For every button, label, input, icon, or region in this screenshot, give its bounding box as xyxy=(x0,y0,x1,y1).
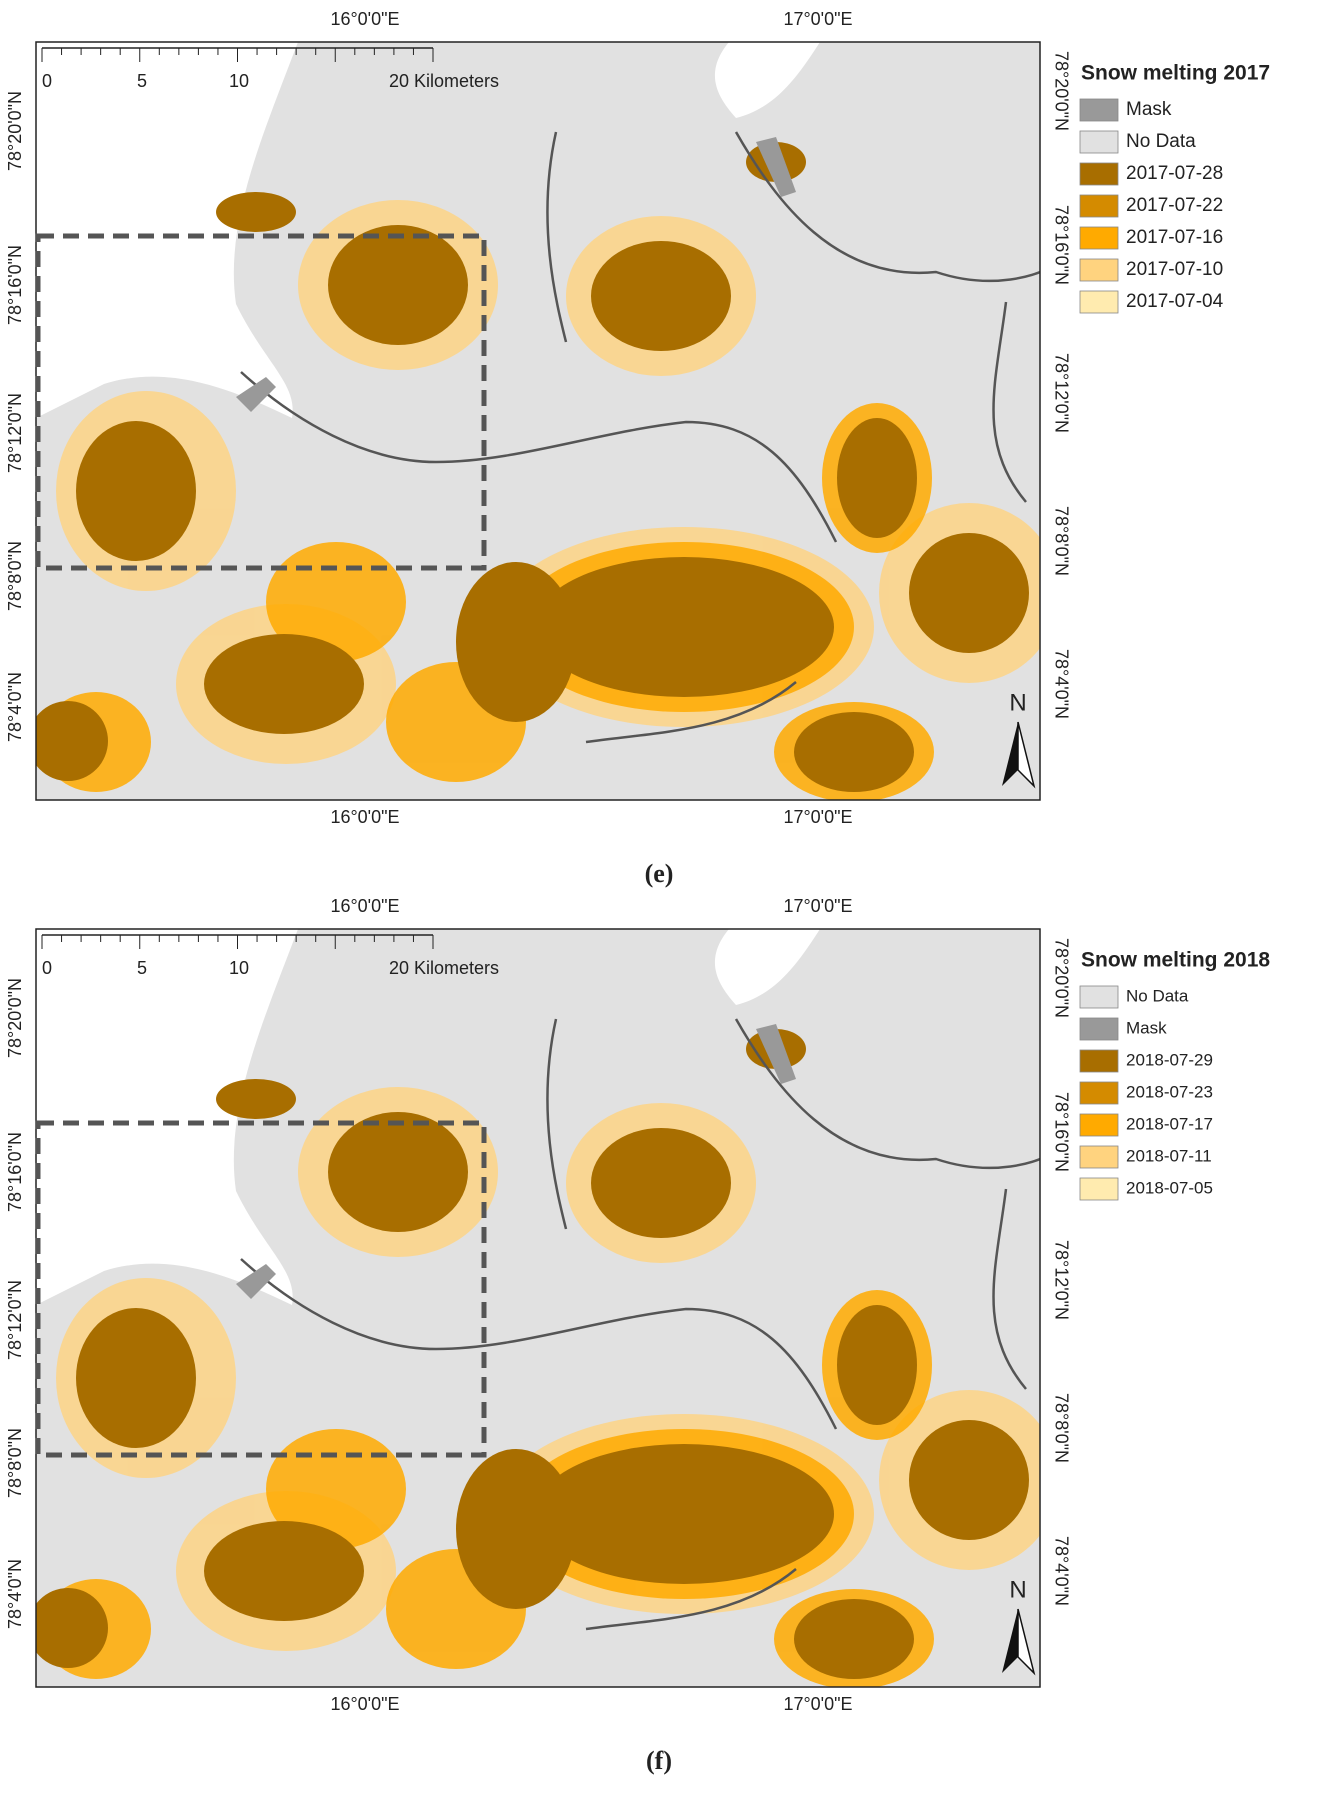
scale-label: 10 xyxy=(229,71,249,91)
latitude-label: 78°12'0"N xyxy=(5,1280,25,1360)
legend-label: 2018-07-17 xyxy=(1126,1114,1213,1133)
longitude-label: 17°0'0"E xyxy=(783,807,852,827)
legend-swatch xyxy=(1079,226,1119,250)
latitude-label: 78°8'0"N xyxy=(1051,1393,1071,1463)
scale-label: 0 xyxy=(42,71,52,91)
scale-label: 20 Kilometers xyxy=(389,71,499,91)
latitude-label: 78°12'0"N xyxy=(5,393,25,473)
north-arrow xyxy=(1002,722,1018,786)
legend-label: 2017-07-28 xyxy=(1126,163,1223,184)
legend-swatch xyxy=(1079,1177,1119,1201)
map-panel: 16°0'0"E 17°0'0"E 16°0'0"E 17°0'0"E 78°20'0"… xyxy=(5,9,1270,888)
legend-label: Mask xyxy=(1126,99,1172,120)
study-area-box xyxy=(35,1120,487,1458)
north-label: N xyxy=(1009,1576,1026,1603)
legend-swatch xyxy=(1079,98,1119,122)
scale-label: 5 xyxy=(137,71,147,91)
longitude-label: 16°0'0"E xyxy=(330,1694,399,1714)
map-panel: 16°0'0"E 17°0'0"E 16°0'0"E 17°0'0"E 78°20'0"… xyxy=(5,896,1271,1775)
legend-label: 2017-07-04 xyxy=(1126,291,1224,312)
legend-label: 2018-07-23 xyxy=(1126,1082,1213,1101)
legend-swatch xyxy=(1079,290,1119,314)
latitude-label: 78°16'0"N xyxy=(5,245,25,325)
legend-label: No Data xyxy=(1126,986,1189,1005)
latitude-label: 78°12'0"N xyxy=(1051,353,1071,433)
scale-label: 0 xyxy=(42,958,52,978)
legend-title: Snow melting 2018 xyxy=(1081,949,1270,972)
legend-label: 2017-07-10 xyxy=(1126,259,1223,280)
legend-label: No Data xyxy=(1126,131,1196,152)
legend-label: 2017-07-16 xyxy=(1126,227,1223,248)
latitude-label: 78°20'0"N xyxy=(1051,938,1071,1018)
latitude-label: 78°8'0"N xyxy=(1051,506,1071,576)
latitude-label: 78°4'0"N xyxy=(1051,649,1071,719)
longitude-label: 17°0'0"E xyxy=(783,896,852,916)
legend-swatch xyxy=(1079,985,1119,1009)
legend-label: 2018-07-29 xyxy=(1126,1050,1213,1069)
map-frame xyxy=(35,41,1041,801)
latitude-label: 78°16'0"N xyxy=(1051,205,1071,285)
longitude-label: 16°0'0"E xyxy=(330,896,399,916)
latitude-label: 78°8'0"N xyxy=(5,1428,25,1498)
north-arrow xyxy=(1017,1608,1036,1676)
legend-title: Snow melting 2017 xyxy=(1081,62,1270,85)
latitude-label: 78°4'0"N xyxy=(5,672,25,742)
legend-swatch xyxy=(1079,1017,1119,1041)
map-image xyxy=(28,929,1059,1689)
legend-swatch xyxy=(1079,258,1119,282)
legend-swatch xyxy=(1079,194,1119,218)
north-arrow xyxy=(1017,721,1036,789)
legend-swatch xyxy=(1079,1113,1119,1137)
longitude-label: 16°0'0"E xyxy=(330,9,399,29)
legend-swatch xyxy=(1079,162,1119,186)
panel-label: (f) xyxy=(646,1746,672,1775)
longitude-label: 17°0'0"E xyxy=(783,9,852,29)
panel-label: (e) xyxy=(645,859,674,888)
scale-label: 20 Kilometers xyxy=(389,958,499,978)
latitude-label: 78°16'0"N xyxy=(1051,1092,1071,1172)
legend-swatch xyxy=(1079,1145,1119,1169)
latitude-label: 78°12'0"N xyxy=(1051,1240,1071,1320)
legend-swatch xyxy=(1079,1049,1119,1073)
latitude-label: 78°20'0"N xyxy=(5,978,25,1058)
legend-swatch xyxy=(1079,130,1119,154)
study-area-box xyxy=(35,233,487,571)
latitude-label: 78°8'0"N xyxy=(5,541,25,611)
legend-label: 2017-07-22 xyxy=(1126,195,1223,216)
legend-label: Mask xyxy=(1126,1018,1167,1037)
longitude-label: 17°0'0"E xyxy=(783,1694,852,1714)
longitude-label: 16°0'0"E xyxy=(330,807,399,827)
legend-swatch xyxy=(1079,1081,1119,1105)
map-frame xyxy=(35,928,1041,1688)
scale-label: 10 xyxy=(229,958,249,978)
map-image xyxy=(28,42,1059,802)
north-arrow xyxy=(1002,1609,1018,1673)
latitude-label: 78°16'0"N xyxy=(5,1132,25,1212)
legend-label: 2018-07-11 xyxy=(1126,1146,1212,1165)
latitude-label: 78°4'0"N xyxy=(1051,1536,1071,1606)
latitude-label: 78°20'0"N xyxy=(5,91,25,171)
latitude-label: 78°4'0"N xyxy=(5,1559,25,1629)
latitude-label: 78°20'0"N xyxy=(1051,51,1071,131)
scale-label: 5 xyxy=(137,958,147,978)
legend-label: 2018-07-05 xyxy=(1126,1178,1213,1197)
north-label: N xyxy=(1009,689,1026,716)
